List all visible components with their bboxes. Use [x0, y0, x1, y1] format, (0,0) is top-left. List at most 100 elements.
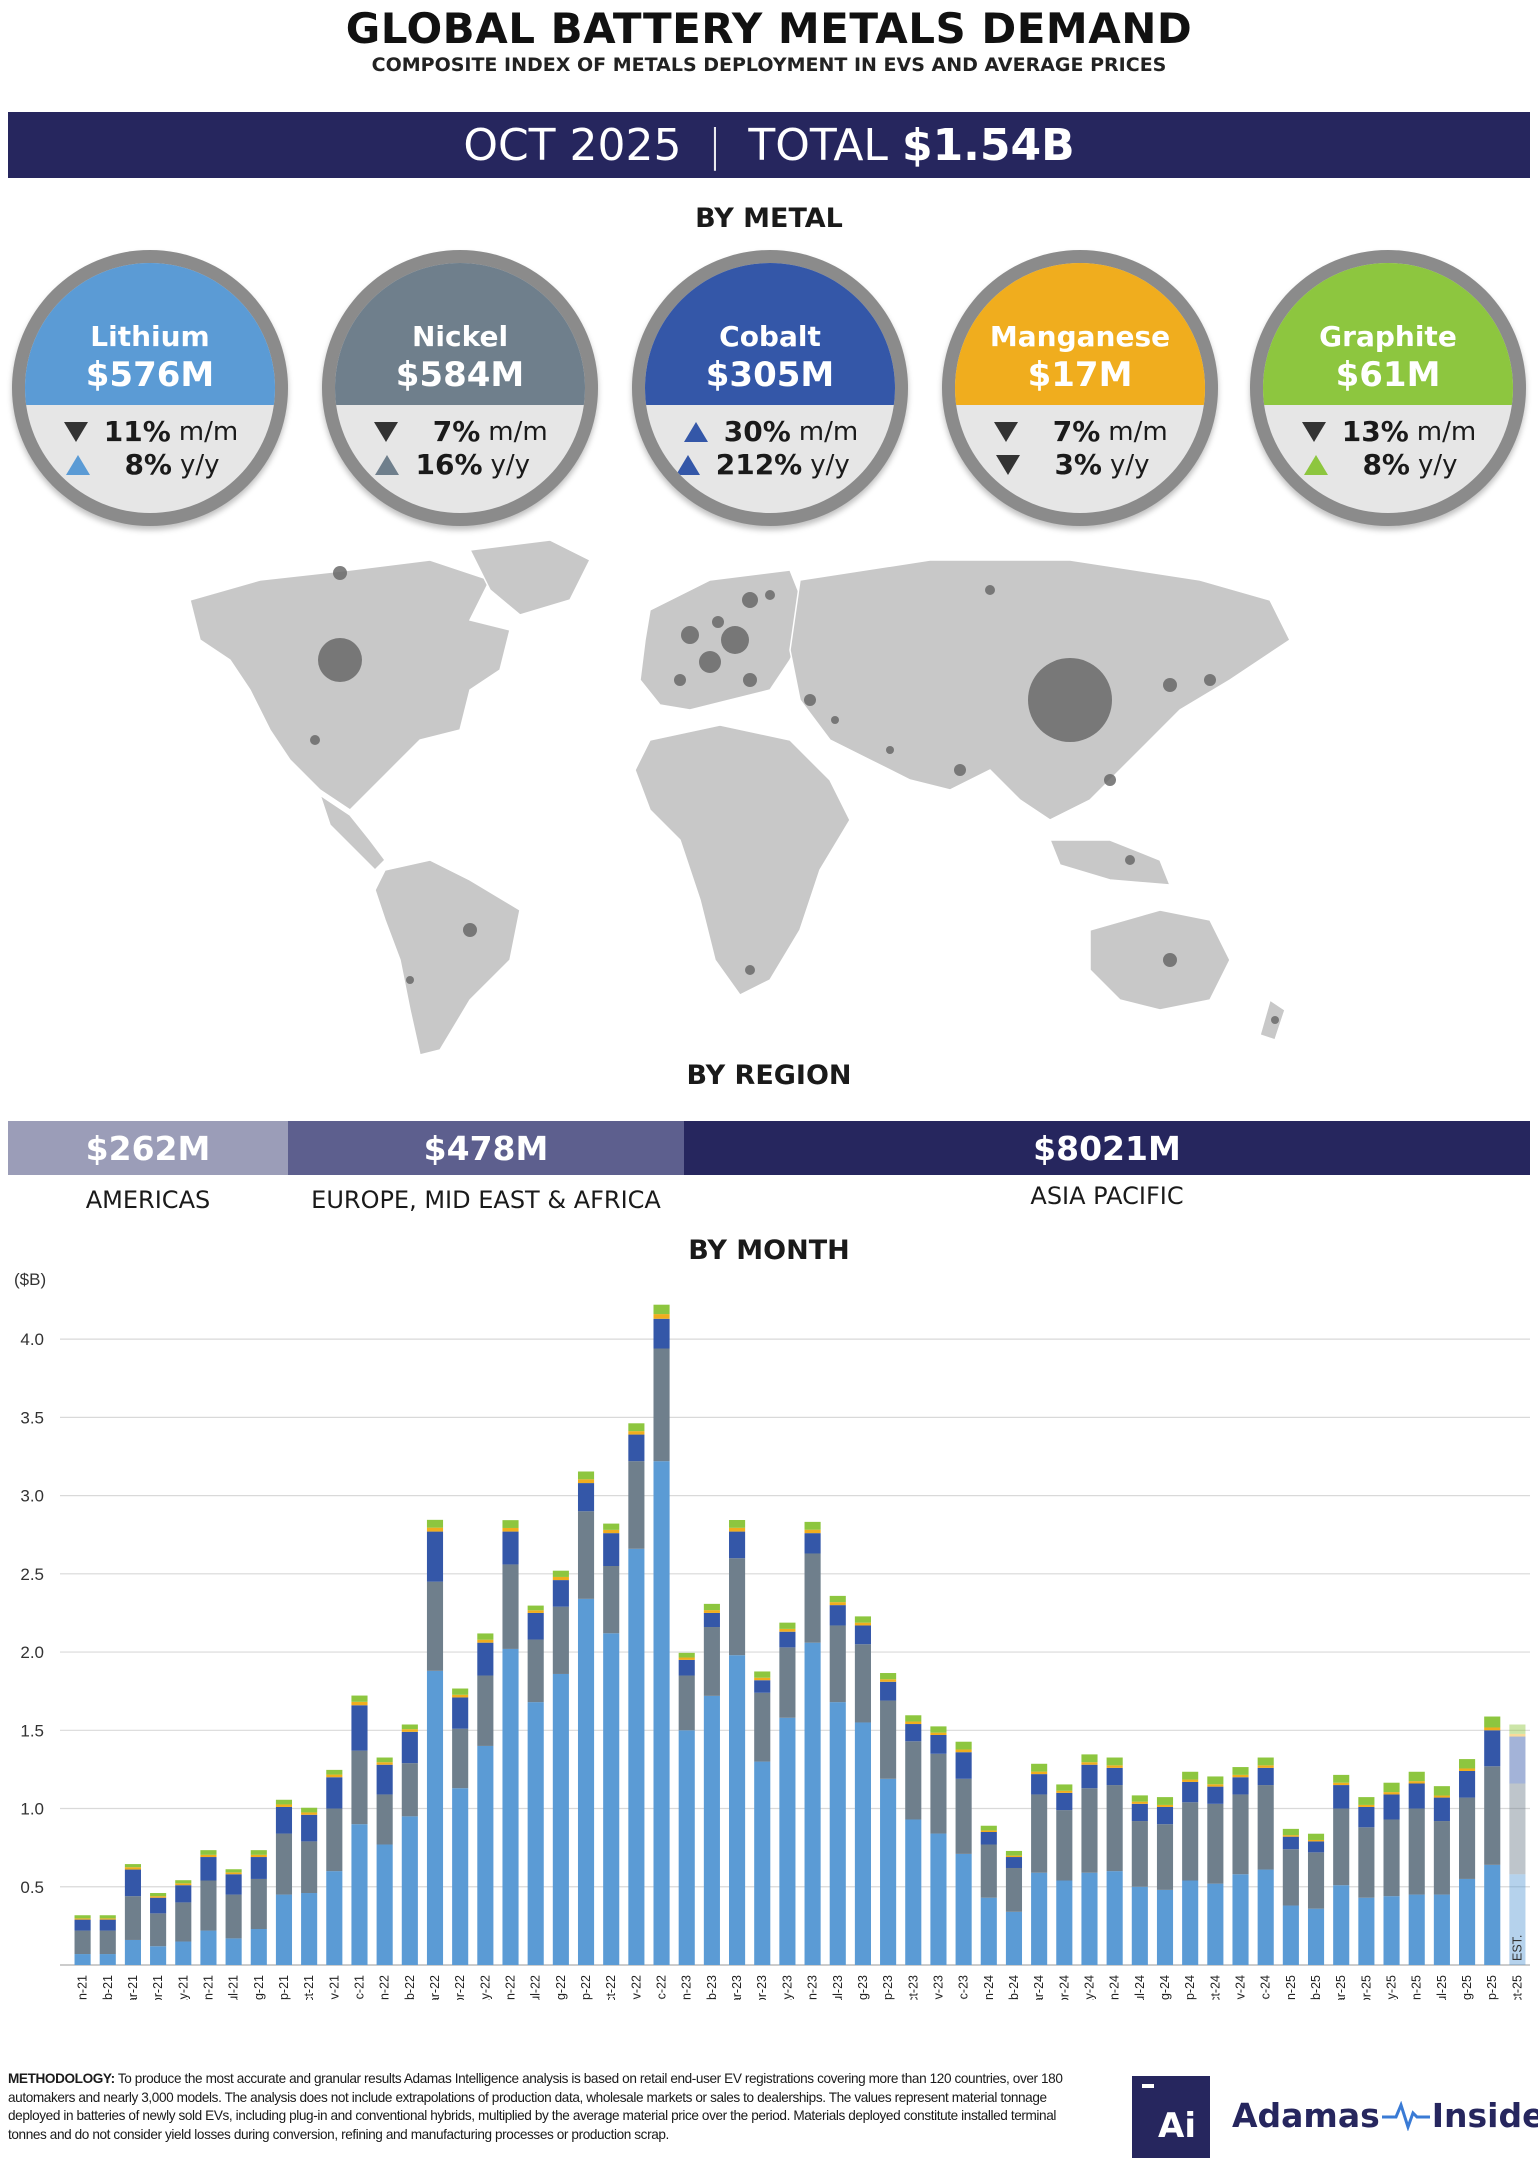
sweden-demand-bubble — [765, 590, 775, 600]
australia-demand-bubble — [1163, 953, 1177, 967]
bar-segment-cobalt — [1358, 1806, 1375, 1828]
metal-header: Manganese $17M — [955, 263, 1205, 405]
bar-segment-graphite — [1484, 1716, 1501, 1728]
bar-segment-cobalt — [426, 1531, 444, 1582]
x-tick-label: Apr-23 — [755, 1975, 769, 2000]
yy-value: 8% — [124, 448, 172, 481]
bar-segment-manganese — [930, 1732, 947, 1735]
bar-segment-manganese — [1358, 1804, 1375, 1807]
bar-segment-nickel — [905, 1741, 922, 1820]
bar-segment-graphite — [1257, 1757, 1274, 1766]
down-triangle-icon — [996, 454, 1020, 475]
canada-demand-bubble — [333, 566, 347, 580]
bar-segment-nickel — [452, 1728, 469, 1789]
bar-segment-nickel — [200, 1880, 217, 1931]
bar-segment-nickel — [552, 1606, 569, 1674]
bar-segment-manganese — [376, 1762, 393, 1765]
bar-segment-lithium — [552, 1673, 569, 1965]
x-tick-label: Mar-23 — [730, 1975, 744, 2000]
bar-segment-lithium — [225, 1938, 242, 1965]
bar-segment-graphite — [1383, 1782, 1400, 1793]
bar-segment-lithium — [301, 1893, 318, 1965]
logo-name-left: Adamas — [1232, 2096, 1380, 2135]
bar-segment-lithium — [1459, 1878, 1476, 1965]
bar-segment-lithium — [150, 1946, 167, 1965]
bar-segment-manganese — [1131, 1801, 1148, 1804]
bar-segment-cobalt — [1232, 1777, 1249, 1795]
x-tick-label: Mar-24 — [1032, 1975, 1046, 2000]
metal-card-graphite: Graphite $61M 13% m/m 8% y/y — [1250, 250, 1526, 526]
bar-segment-graphite — [326, 1769, 343, 1775]
bar-segment-nickel — [754, 1692, 771, 1762]
period-label: OCT 2025 — [463, 119, 682, 171]
bar-segment-cobalt — [452, 1697, 469, 1729]
bar-segment-nickel — [527, 1639, 544, 1703]
bar-segment-cobalt — [754, 1680, 771, 1693]
south-america-shape — [374, 859, 521, 1056]
bar-segment-manganese — [905, 1721, 922, 1725]
metal-name: Lithium — [90, 320, 210, 353]
mm-unit: m/m — [1416, 416, 1477, 447]
x-tick-label: Mar-21 — [126, 1975, 140, 2000]
x-tick-label: Apr-22 — [453, 1975, 467, 2000]
bar-segment-lithium — [99, 1954, 116, 1965]
bar-segment-graphite — [1408, 1771, 1425, 1782]
bar-segment-nickel — [1282, 1849, 1299, 1906]
bar-segment-graphite — [74, 1915, 91, 1919]
bar-segment-graphite — [1282, 1828, 1299, 1836]
yy-change: 212% y/y — [674, 448, 867, 481]
south-africa-demand-bubble — [745, 965, 755, 975]
bar-segment-nickel — [1509, 1783, 1526, 1875]
bar-segment-lithium — [1383, 1896, 1400, 1965]
bar-segment-graphite — [99, 1915, 116, 1919]
bar-segment-lithium — [1509, 1874, 1526, 1965]
bar-segment-nickel — [880, 1700, 897, 1779]
bar-segment-lithium — [1358, 1897, 1375, 1965]
bar-segment-manganese — [527, 1610, 544, 1613]
x-tick-label: Jan-24 — [982, 1975, 996, 2000]
region-bar-americas: $262M — [8, 1121, 288, 1175]
bar-segment-graphite — [401, 1724, 418, 1730]
bar-segment-manganese — [74, 1918, 91, 1920]
bar-segment-lithium — [250, 1929, 267, 1965]
bar-segment-lithium — [376, 1844, 393, 1965]
bar-segment-manganese — [1333, 1782, 1350, 1786]
methodology-text: To produce the most accurate and granula… — [8, 2071, 1063, 2142]
bar-segment-nickel — [1106, 1785, 1123, 1872]
bar-segment-nickel — [1182, 1802, 1199, 1881]
netherlands-demand-bubble — [712, 616, 724, 628]
bar-segment-lithium — [955, 1853, 972, 1965]
bar-segment-manganese — [124, 1867, 141, 1870]
bar-segment-cobalt — [99, 1919, 116, 1931]
metal-stats: 7% m/m 3% y/y — [955, 405, 1205, 481]
bar-segment-graphite — [1207, 1776, 1224, 1785]
y-tick-label: 3.0 — [20, 1487, 44, 1506]
bar-segment-manganese — [552, 1576, 569, 1581]
bar-segment-manganese — [301, 1812, 318, 1815]
bar-segment-nickel — [1081, 1788, 1098, 1873]
bar-segment-graphite — [1182, 1771, 1199, 1780]
yy-unit: y/y — [1418, 449, 1458, 480]
bar-segment-nickel — [301, 1841, 318, 1894]
x-tick-label: Jun-23 — [806, 1975, 820, 2000]
brazil-demand-bubble — [463, 923, 477, 937]
usa-demand-bubble — [318, 638, 362, 682]
bar-segment-manganese — [275, 1804, 293, 1807]
y-axis-label: ($B) — [14, 1270, 46, 1289]
metal-header: Graphite $61M — [1263, 263, 1513, 405]
bar-segment-manganese — [980, 1830, 997, 1832]
bar-segment-manganese — [1207, 1784, 1224, 1787]
bar-segment-graphite — [452, 1688, 469, 1695]
bar-segment-graphite — [955, 1741, 972, 1750]
bar-segment-graphite — [376, 1757, 393, 1763]
bar-segment-nickel — [1207, 1803, 1224, 1884]
bar-segment-manganese — [854, 1622, 871, 1626]
spain-demand-bubble — [674, 674, 686, 686]
bar-segment-nickel — [854, 1644, 871, 1723]
bar-segment-cobalt — [1383, 1794, 1400, 1820]
x-tick-label: Jun-24 — [1108, 1975, 1122, 2000]
bar-segment-manganese — [1156, 1804, 1174, 1807]
bar-segment-graphite — [729, 1519, 746, 1528]
mm-change: 7% m/m — [992, 415, 1168, 448]
yy-value: 16% — [415, 448, 483, 481]
